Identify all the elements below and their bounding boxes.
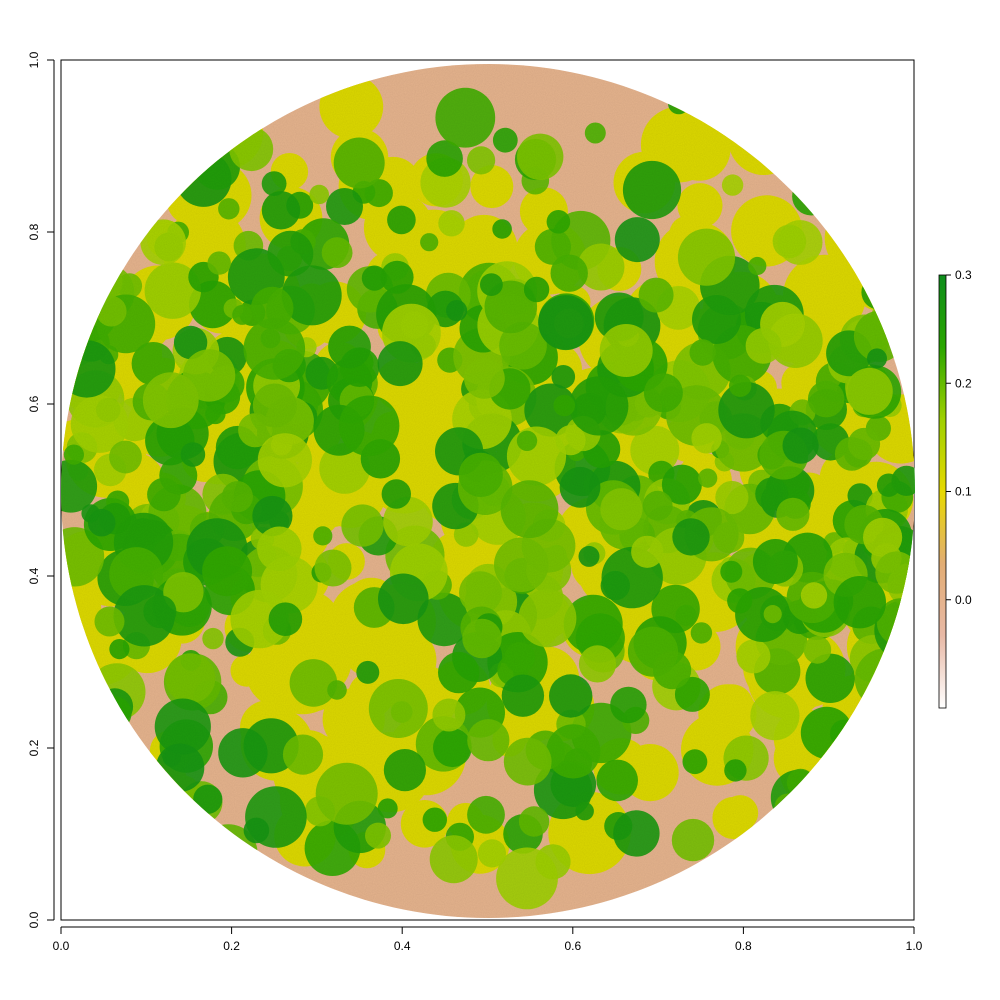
x-tick-label: 0.2 xyxy=(223,939,240,953)
y-axis: 0.0 0.2 0.4 0.6 0.8 1.0 xyxy=(27,51,55,928)
canopy-edge xyxy=(78,772,138,832)
y-tick-label: 1.0 xyxy=(27,51,41,68)
canopy-patch xyxy=(70,179,130,238)
canopy-patch xyxy=(861,223,915,282)
canopy-edge xyxy=(744,827,790,873)
canopy-patch xyxy=(81,752,105,776)
x-tick-label: 0.8 xyxy=(735,939,752,953)
y-tick-label: 0.2 xyxy=(27,739,41,756)
canopy-edge xyxy=(781,816,822,857)
canopy-edge xyxy=(826,140,883,196)
canopy-edge xyxy=(143,82,201,140)
color-legend: 0.0 0.1 0.2 0.3 xyxy=(938,268,972,709)
canopy-edge xyxy=(762,83,823,144)
legend-tick-label: 0.1 xyxy=(955,485,972,499)
y-tick-label: 0.6 xyxy=(27,395,41,412)
canopy-edge xyxy=(180,83,251,154)
canopy-patch xyxy=(845,177,903,236)
canopy-edge xyxy=(834,197,886,249)
raster-layer xyxy=(61,64,915,918)
y-tick-label: 0.4 xyxy=(27,567,41,584)
canopy-patch xyxy=(170,838,230,898)
canopy-patch xyxy=(83,836,132,885)
canopy-patch xyxy=(89,857,115,883)
canopy-patch xyxy=(718,849,767,899)
canopy-patch xyxy=(69,134,117,181)
y-tick-label: 0.8 xyxy=(27,223,41,240)
canopy-edge xyxy=(887,675,915,716)
legend-tick-label: 0.3 xyxy=(955,268,972,282)
canopy-patch xyxy=(887,165,915,201)
canopy-patch xyxy=(891,229,915,262)
x-tick-label: 1.0 xyxy=(906,939,923,953)
speckle-overlay xyxy=(61,64,914,918)
canopy-patch xyxy=(878,717,909,747)
legend-ticks: 0.0 0.1 0.2 0.3 xyxy=(946,268,972,607)
canopy-patch xyxy=(145,841,181,878)
canopy-patch xyxy=(177,826,220,869)
canopy-edge xyxy=(80,746,136,801)
canopy-patch xyxy=(126,793,160,826)
canopy-patch xyxy=(65,722,96,753)
canopy-patch xyxy=(873,214,913,254)
x-axis: 0.0 0.2 0.4 0.6 0.8 1.0 xyxy=(53,926,923,953)
canopy-patch xyxy=(818,843,848,873)
legend-colorbar xyxy=(938,274,947,709)
canopy-patch xyxy=(182,105,228,151)
y-tick-label: 0.0 xyxy=(27,911,41,928)
canopy-patch xyxy=(61,688,108,740)
legend-tick-label: 0.2 xyxy=(955,376,972,390)
canopy-edge xyxy=(827,814,876,862)
canopy-patch xyxy=(127,805,180,858)
canopy-patch xyxy=(894,165,915,191)
x-tick-label: 0.6 xyxy=(564,939,581,953)
canopy-edge xyxy=(61,723,107,788)
canopy-patch xyxy=(880,766,913,799)
canopy-patch xyxy=(61,247,90,280)
canopy-patch xyxy=(804,772,845,814)
legend-tick-label: 0.0 xyxy=(955,593,972,607)
x-tick-label: 0.0 xyxy=(53,939,70,953)
canopy-patch xyxy=(141,116,181,155)
canopy-edge xyxy=(69,251,115,297)
canopy-patch xyxy=(79,148,133,202)
canopy-patch xyxy=(98,81,141,124)
canopy-edge xyxy=(98,132,137,171)
canopy-patch xyxy=(72,723,132,783)
canopy-edge xyxy=(844,211,912,279)
canopy-patch xyxy=(821,781,855,815)
canopy-patch xyxy=(803,119,851,166)
canopy-edge xyxy=(145,100,222,176)
canopy-patch xyxy=(862,748,907,793)
x-tick-label: 0.4 xyxy=(394,939,411,953)
canopy-edge xyxy=(61,660,109,727)
canopy-patch xyxy=(121,202,151,232)
